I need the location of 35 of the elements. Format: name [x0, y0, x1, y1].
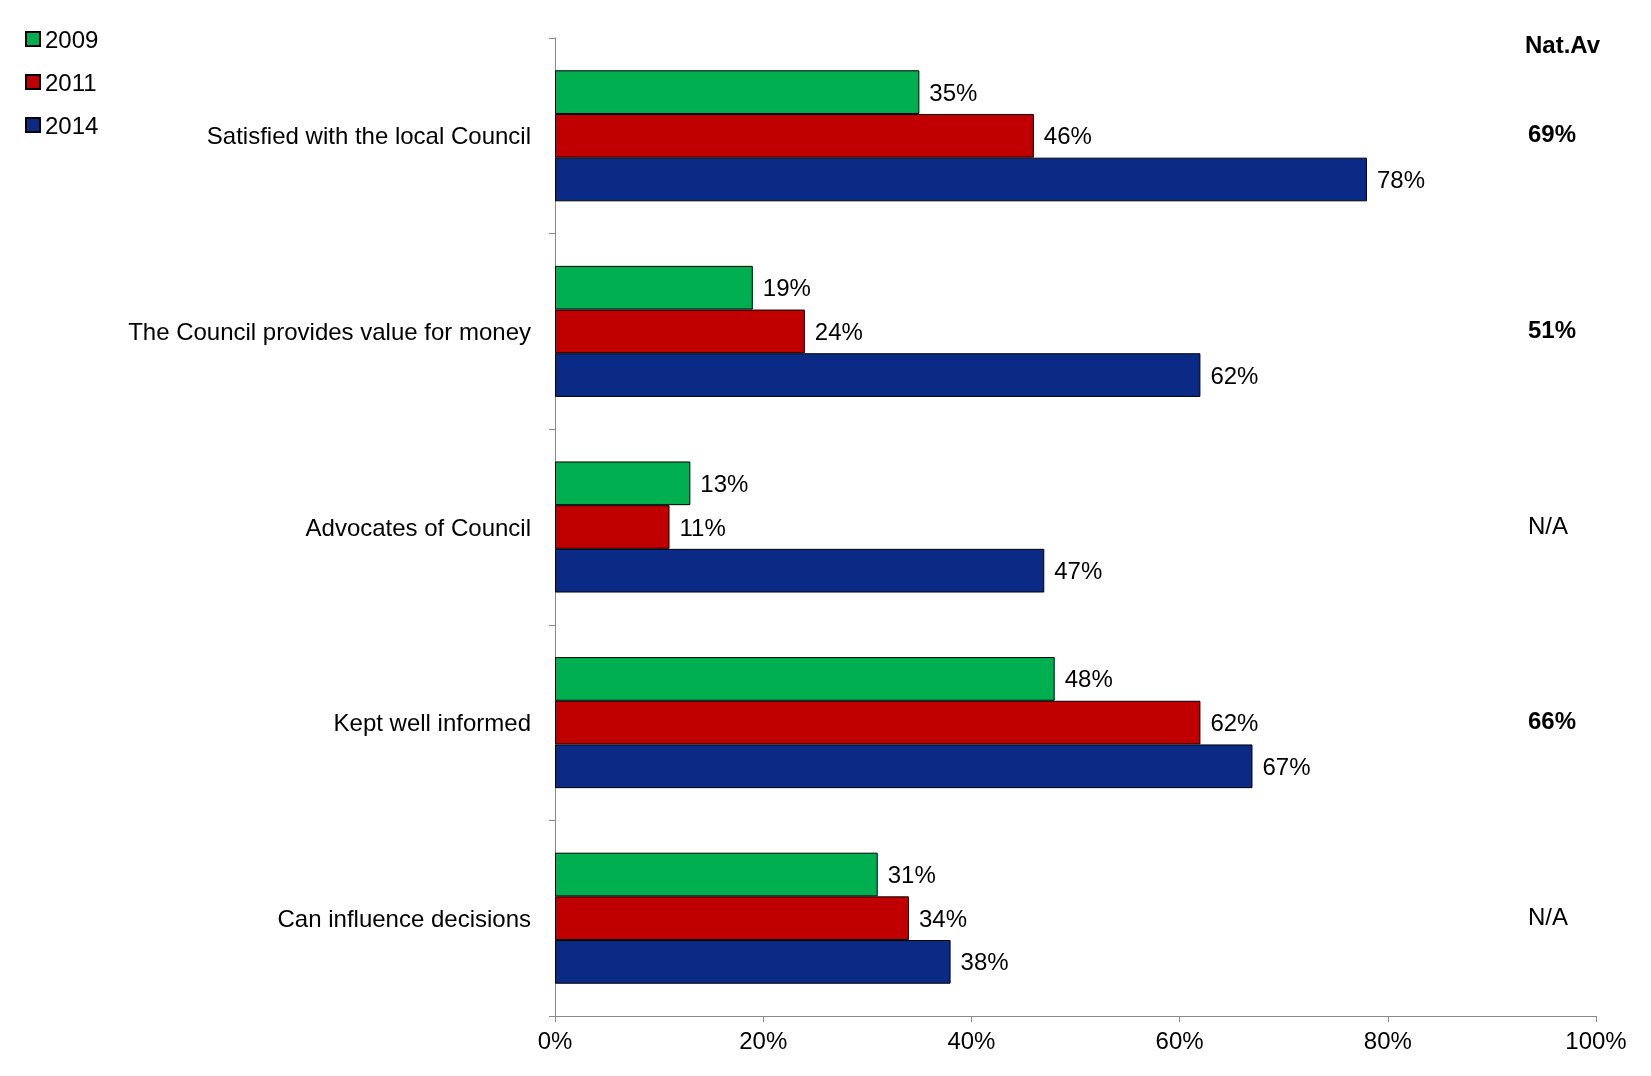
x-tick-label: 40%: [947, 1026, 996, 1054]
legend-label: 2014: [45, 111, 99, 139]
legend-label: 2011: [45, 68, 97, 96]
y-tick-label: Can influence decisions: [277, 904, 531, 932]
data-label: 48%: [1064, 665, 1113, 693]
data-label: 11%: [679, 513, 726, 541]
data-label: 24%: [814, 317, 863, 345]
data-label: 47%: [1054, 557, 1103, 585]
data-label: 34%: [918, 904, 967, 932]
annotation: 69%: [1528, 120, 1577, 148]
x-tick-label: 100%: [1565, 1026, 1627, 1054]
x-tick-label: 20%: [739, 1026, 788, 1054]
legend-label: 2009: [45, 25, 99, 53]
data-label: 67%: [1262, 752, 1311, 780]
annotation: N/A: [1528, 511, 1569, 539]
data-label: 31%: [887, 861, 936, 889]
data-label: 19%: [762, 274, 811, 302]
data-label: 78%: [1376, 165, 1426, 193]
data-label: 62%: [1210, 709, 1259, 737]
y-tick-label: Advocates of Council: [305, 513, 531, 541]
x-tick-label: 80%: [1363, 1026, 1412, 1054]
x-tick-label: 0%: [537, 1026, 573, 1054]
y-tick-label: Satisfied with the local Council: [206, 122, 531, 150]
annotation: 66%: [1528, 707, 1577, 735]
data-label: 35%: [929, 78, 978, 106]
y-tick-label: The Council provides value for money: [128, 317, 531, 345]
data-label: 38%: [960, 948, 1009, 976]
annotation: N/A: [1528, 902, 1569, 930]
data-label: 62%: [1210, 361, 1259, 389]
annotation: Nat.Av: [1525, 30, 1601, 58]
annotation: 51%: [1528, 315, 1577, 343]
y-tick-label: Kept well informed: [333, 709, 531, 737]
data-label: 13%: [700, 469, 749, 497]
data-label: 46%: [1043, 122, 1092, 150]
x-tick-label: 60%: [1155, 1026, 1204, 1054]
